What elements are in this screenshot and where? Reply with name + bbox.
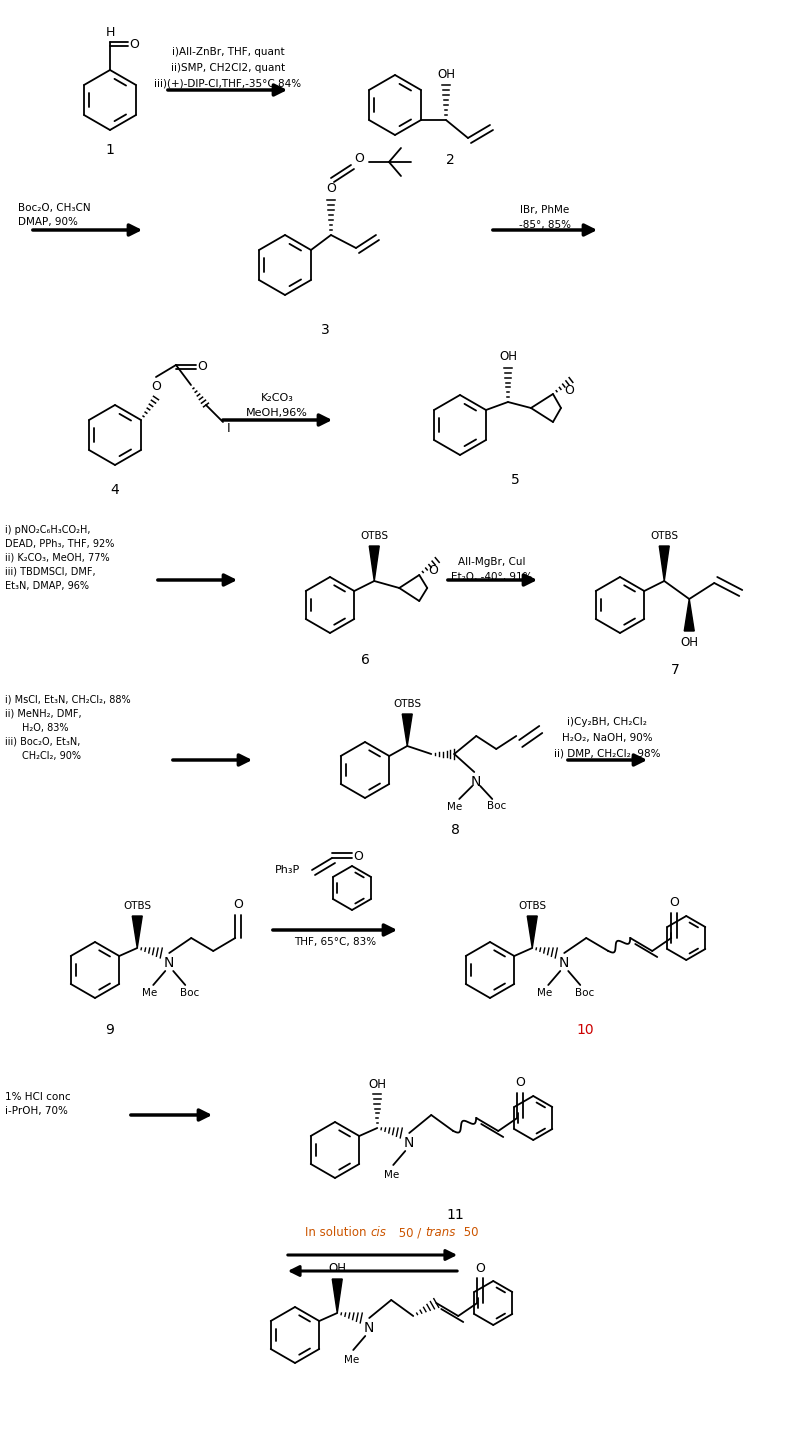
- Text: O: O: [564, 383, 574, 396]
- Text: Me: Me: [537, 988, 552, 998]
- Text: OH: OH: [680, 637, 698, 650]
- Text: H₂O₂, NaOH, 90%: H₂O₂, NaOH, 90%: [562, 733, 652, 743]
- Polygon shape: [659, 546, 670, 581]
- Text: 3: 3: [321, 323, 330, 337]
- Text: 11: 11: [446, 1207, 464, 1222]
- Text: OTBS: OTBS: [360, 531, 388, 541]
- Text: O: O: [129, 37, 139, 50]
- Text: 50: 50: [460, 1226, 478, 1239]
- Text: N: N: [559, 956, 570, 969]
- Text: I: I: [227, 422, 230, 435]
- Text: 5: 5: [510, 473, 519, 488]
- Text: O: O: [354, 152, 364, 165]
- Text: 9: 9: [106, 1022, 114, 1037]
- Text: 50 /: 50 /: [395, 1226, 425, 1239]
- Text: i) pNO₂C₆H₃CO₂H,: i) pNO₂C₆H₃CO₂H,: [5, 525, 90, 535]
- Text: THF, 65°C, 83%: THF, 65°C, 83%: [294, 936, 376, 946]
- Text: i)All-ZnBr, THF, quant: i)All-ZnBr, THF, quant: [172, 47, 284, 57]
- Text: ii) DMP, CH₂Cl₂, 98%: ii) DMP, CH₂Cl₂, 98%: [554, 749, 660, 759]
- Text: Et₃N, DMAP, 96%: Et₃N, DMAP, 96%: [5, 581, 89, 591]
- Text: ii) MeNH₂, DMF,: ii) MeNH₂, DMF,: [5, 708, 82, 718]
- Text: OH: OH: [437, 69, 455, 82]
- Polygon shape: [684, 599, 694, 631]
- Text: OTBS: OTBS: [518, 901, 546, 911]
- Text: OTBS: OTBS: [650, 531, 678, 541]
- Text: Boc: Boc: [486, 802, 506, 812]
- Text: ii)SMP, CH2Cl2, quant: ii)SMP, CH2Cl2, quant: [171, 63, 285, 73]
- Text: O: O: [428, 564, 438, 576]
- Text: 8: 8: [450, 823, 459, 837]
- Text: Ph₃P: Ph₃P: [274, 865, 300, 875]
- Text: O: O: [515, 1077, 525, 1090]
- Polygon shape: [332, 1279, 342, 1314]
- Text: N: N: [164, 956, 174, 969]
- Polygon shape: [370, 546, 379, 581]
- Text: 1% HCl conc: 1% HCl conc: [5, 1093, 70, 1101]
- Text: Boc: Boc: [180, 988, 199, 998]
- Text: OH: OH: [368, 1077, 386, 1090]
- Text: 10: 10: [576, 1022, 594, 1037]
- Text: O: O: [326, 182, 336, 195]
- Text: N: N: [471, 774, 482, 789]
- Polygon shape: [132, 916, 142, 948]
- Text: OH: OH: [328, 1262, 346, 1275]
- Text: OTBS: OTBS: [123, 901, 151, 911]
- Text: Boc₂O, CH₃CN: Boc₂O, CH₃CN: [18, 204, 90, 214]
- Text: 2: 2: [446, 153, 454, 166]
- Text: i)Cy₂BH, CH₂Cl₂: i)Cy₂BH, CH₂Cl₂: [567, 717, 647, 727]
- Text: OH: OH: [499, 350, 517, 363]
- Text: N: N: [364, 1321, 374, 1335]
- Text: Et₂O, -40°, 91%: Et₂O, -40°, 91%: [451, 572, 533, 582]
- Text: All-MgBr, CuI: All-MgBr, CuI: [458, 556, 526, 566]
- Text: In solution: In solution: [305, 1226, 370, 1239]
- Text: OTBS: OTBS: [393, 698, 422, 708]
- Text: CH₂Cl₂, 90%: CH₂Cl₂, 90%: [22, 751, 81, 761]
- Text: IBr, PhMe: IBr, PhMe: [520, 205, 570, 215]
- Text: cis: cis: [370, 1226, 386, 1239]
- Text: O: O: [197, 360, 207, 373]
- Text: 1: 1: [106, 143, 114, 156]
- Text: O: O: [475, 1262, 485, 1275]
- Text: i-PrOH, 70%: i-PrOH, 70%: [5, 1106, 68, 1116]
- Text: iii) Boc₂O, Et₃N,: iii) Boc₂O, Et₃N,: [5, 737, 80, 747]
- Text: Me: Me: [446, 802, 462, 812]
- Polygon shape: [527, 916, 538, 948]
- Text: K₂CO₃: K₂CO₃: [261, 393, 294, 403]
- Text: Boc: Boc: [574, 988, 594, 998]
- Text: DEAD, PPh₃, THF, 92%: DEAD, PPh₃, THF, 92%: [5, 539, 114, 549]
- Text: Me: Me: [384, 1170, 399, 1180]
- Text: iii)(+)-DIP-Cl,THF,-35°C 84%: iii)(+)-DIP-Cl,THF,-35°C 84%: [154, 79, 302, 89]
- Text: Me: Me: [142, 988, 157, 998]
- Text: -85°, 85%: -85°, 85%: [519, 219, 571, 229]
- Text: DMAP, 90%: DMAP, 90%: [18, 217, 78, 227]
- Text: H: H: [106, 26, 114, 39]
- Text: O: O: [353, 849, 363, 862]
- Polygon shape: [402, 714, 412, 746]
- Text: 7: 7: [670, 663, 679, 677]
- Text: O: O: [670, 896, 679, 909]
- Text: iii) TBDMSCl, DMF,: iii) TBDMSCl, DMF,: [5, 566, 96, 576]
- Text: Me: Me: [344, 1355, 359, 1365]
- Text: i) MsCl, Et₃N, CH₂Cl₂, 88%: i) MsCl, Et₃N, CH₂Cl₂, 88%: [5, 695, 130, 706]
- Text: H₂O, 83%: H₂O, 83%: [22, 723, 69, 733]
- Text: ii) K₂CO₃, MeOH, 77%: ii) K₂CO₃, MeOH, 77%: [5, 554, 110, 564]
- Text: 4: 4: [110, 483, 119, 498]
- Text: N: N: [404, 1136, 414, 1150]
- Text: MeOH,96%: MeOH,96%: [246, 409, 308, 417]
- Text: 6: 6: [361, 652, 370, 667]
- Text: O: O: [151, 380, 161, 393]
- Text: O: O: [234, 899, 243, 912]
- Text: trans: trans: [425, 1226, 455, 1239]
